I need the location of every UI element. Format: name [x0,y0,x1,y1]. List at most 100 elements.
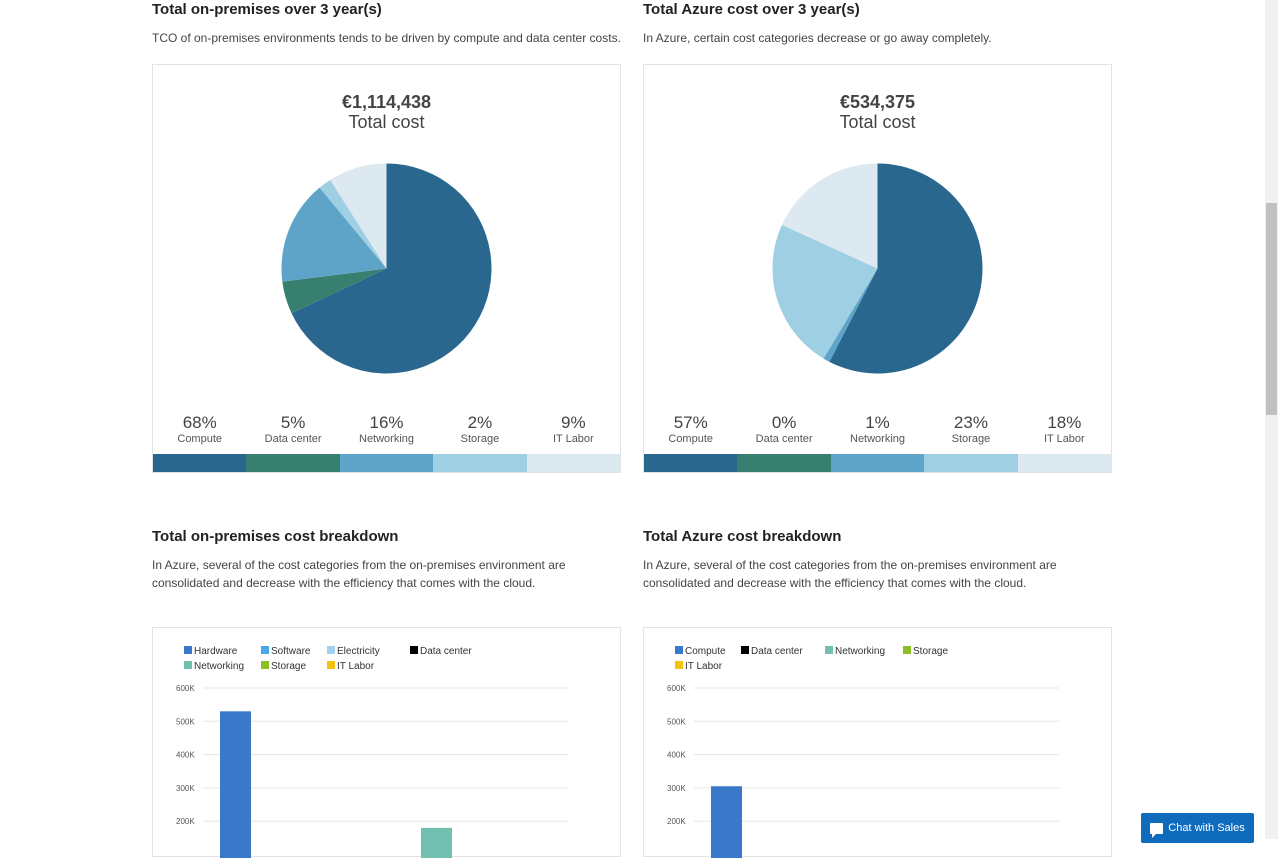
pie-slice-compute[interactable] [291,163,492,374]
strip-compute [153,454,247,472]
onprem-breakdown-description: In Azure, several of the cost categories… [152,558,566,590]
legend-label: Storage [271,661,307,672]
pie-slice-it-labor[interactable] [330,163,387,269]
legend-name: IT Labor [552,433,594,445]
swatch [261,646,269,654]
legend-pct: 9% [561,413,586,432]
azure-total-label: Total cost [839,112,916,132]
legend-label: Compute [685,646,726,657]
legend-label: IT Labor [685,661,723,672]
legend-pct: 16% [369,413,404,432]
chat-icon [1150,822,1164,838]
swatch [184,646,192,654]
legend-label: IT Labor [337,661,375,672]
onprem-color-strip [153,454,621,472]
legend-compute[interactable]: Compute [675,646,726,657]
legend-name: Storage [460,433,500,445]
legend-it-labor: 18% IT Labor [1018,414,1111,446]
legend-name: Compute [177,433,223,445]
pie-slice-it-labor[interactable] [781,163,878,269]
pie-slice-storage[interactable] [772,224,878,359]
onprem-total-amount: €1,114,438 [341,92,432,112]
strip-it-labor [1017,454,1112,472]
azure-pie-legend: 57% Compute 0% Data center 1% Networking 23… [644,414,1111,446]
azure-breakdown-description: In Azure, several of the cost categories… [643,558,1057,590]
swatch [261,661,269,669]
legend-networking: 1% Networking [831,414,924,446]
swatch [410,646,418,654]
legend-networking[interactable]: Networking [825,646,885,657]
legend-data-center: 0% Data center [737,414,830,446]
pie-slice-networking[interactable] [281,187,387,282]
azure-total: €534,375 Total cost [644,92,1111,132]
y-tick-label: 500K [176,717,195,726]
legend-compute: 57% Compute [644,414,737,446]
legend-it-labor[interactable]: IT Labor [327,661,374,672]
scrollbar-thumb[interactable] [1266,203,1277,415]
strip-storage [924,454,1018,472]
onprem-breakdown-chart-card: Hardware Software Electricity Data cente… [152,627,621,858]
swatch [327,661,335,669]
scrollbar-track[interactable] [1265,0,1278,839]
y-tick-label: 400K [667,751,686,760]
strip-compute [644,454,738,472]
legend-label: Data center [420,646,472,657]
y-tick-label: 500K [667,717,686,726]
swatch [741,646,749,654]
strip-data-center [737,454,831,472]
legend-networking[interactable]: Networking [184,661,244,672]
legend-compute: 68% Compute [153,414,246,446]
legend-name: Data center [264,433,322,445]
onprem-total-title: Total on-premises over 3 year(s) [152,1,382,18]
pie-slice-data-center[interactable] [282,268,387,314]
swatch [903,646,911,654]
legend-name: Networking [359,433,415,445]
legend-electricity[interactable]: Electricity [327,646,380,657]
legend-data-center[interactable]: Data center [410,646,472,657]
strip-storage [433,454,527,472]
legend-pct: 23% [953,413,988,432]
legend-label: Networking [835,646,886,657]
onprem-total: €1,114,438 Total cost [153,92,620,132]
legend-name: Data center [755,433,813,445]
legend-software[interactable]: Software [261,646,310,657]
legend-pct: 5% [280,413,306,432]
legend-pct: 0% [771,413,797,432]
legend-it-labor: 9% IT Labor [527,414,620,446]
legend-data-center: 5% Data center [246,414,339,446]
pie-slice-storage[interactable] [319,179,387,269]
onprem-breakdown-title: Total on-premises cost breakdown [152,528,399,545]
legend-name: IT Labor [1043,433,1085,445]
y-tick-label: 600K [667,684,686,693]
legend-name: Storage [951,433,991,445]
legend-storage[interactable]: Storage [261,661,306,672]
onprem-total-description: TCO of on-premises environments tends to… [152,31,621,45]
swatch [675,661,683,669]
bar-compute[interactable] [711,786,742,858]
chat-with-sales-button[interactable]: Chat with Sales [1141,813,1254,843]
legend-label: Networking [194,661,245,672]
bar-hardware[interactable] [220,711,251,858]
legend-hardware[interactable]: Hardware [184,646,237,657]
onprem-bar-chart: 600K 500K 400K 300K 200K [176,684,568,858]
azure-bar-chart: 600K 500K 400K 300K 200K [667,684,1059,858]
bar-networking[interactable] [421,827,452,858]
strip-data-center [246,454,340,472]
swatch [327,646,335,654]
legend-label: Hardware [194,646,238,657]
swatch [675,646,683,654]
azure-total-title: Total Azure cost over 3 year(s) [643,1,860,18]
azure-breakdown-title: Total Azure cost breakdown [643,528,842,545]
pie-slice-compute[interactable] [829,163,983,374]
azure-pie-card: €534,375 Total cost 57% Compute 0% Data ce… [643,64,1112,473]
legend-networking: 16% Networking [340,414,433,446]
azure-color-strip [644,454,1112,472]
y-tick-label: 300K [667,784,686,793]
legend-it-labor[interactable]: IT Labor [675,661,722,672]
azure-pie-chart [772,163,983,374]
legend-data-center[interactable]: Data center [741,646,803,657]
legend-storage: 23% Storage [924,414,1017,446]
pie-slice-networking[interactable] [823,268,878,362]
onprem-total-label: Total cost [348,112,425,132]
legend-storage[interactable]: Storage [903,646,948,657]
